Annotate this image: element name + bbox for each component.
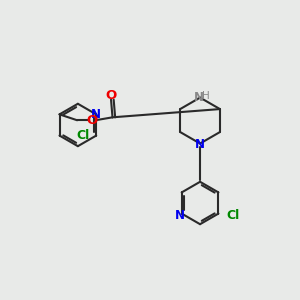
Text: H: H <box>202 91 210 101</box>
Text: O: O <box>86 114 98 127</box>
Text: O: O <box>105 89 117 102</box>
Text: N: N <box>195 139 205 152</box>
Text: Cl: Cl <box>76 129 90 142</box>
Text: N: N <box>91 108 101 121</box>
Text: N: N <box>194 91 204 104</box>
Text: Cl: Cl <box>227 208 240 222</box>
Text: N: N <box>175 208 185 222</box>
